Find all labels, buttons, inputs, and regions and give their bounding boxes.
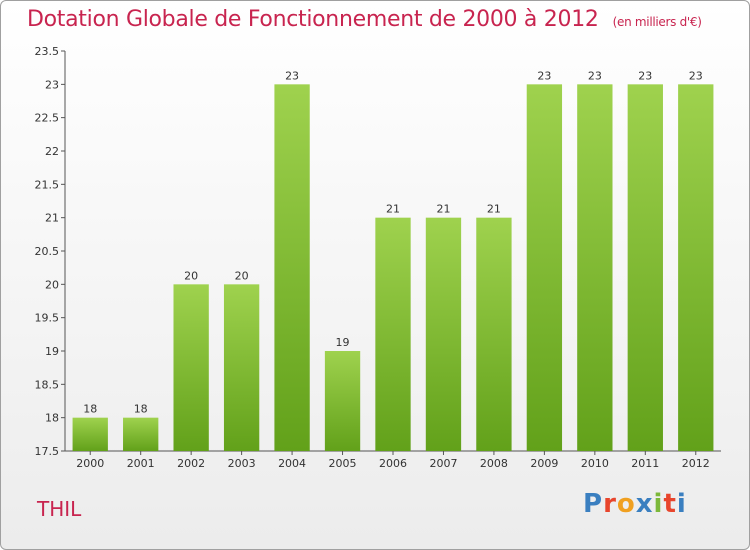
bar: [324, 351, 361, 451]
data-label: 23: [588, 69, 602, 82]
bar: [173, 284, 209, 451]
bar: [577, 84, 613, 451]
bar: [123, 417, 159, 451]
chart-subtitle: (en milliers d'€): [612, 15, 702, 29]
x-tick-label: 2012: [682, 457, 710, 470]
data-label: 21: [487, 203, 501, 216]
x-tick-label: 2005: [329, 457, 357, 470]
logo-letter: r: [603, 489, 617, 519]
y-tick-label: 19: [45, 345, 59, 358]
x-tick-label: 2001: [127, 457, 155, 470]
y-tick-label: 20: [45, 278, 59, 291]
bar: [375, 217, 411, 451]
chart-title: Dotation Globale de Fonctionnement de 20…: [27, 7, 702, 32]
bar: [223, 284, 260, 451]
data-label: 18: [83, 403, 97, 416]
x-tick-label: 2007: [429, 457, 457, 470]
bar: [425, 217, 462, 451]
y-tick-label: 19.5: [35, 312, 60, 325]
bar: [678, 84, 714, 451]
data-label: 20: [184, 269, 198, 282]
y-tick-label: 22: [45, 145, 59, 158]
proxiti-logo[interactable]: Proxiti: [583, 489, 687, 519]
data-labels: 18 18 20 20 23 19 21 21 21 23 23 23 23: [83, 69, 703, 415]
data-label: 18: [134, 403, 148, 416]
bar: [526, 84, 563, 451]
data-label: 23: [537, 69, 551, 82]
x-tick-label: 2004: [278, 457, 306, 470]
y-tick-label: 18: [45, 412, 59, 425]
x-tick-label: 2011: [631, 457, 659, 470]
logo-letter: o: [616, 489, 636, 519]
bar: [627, 84, 663, 451]
x-tick-label: 2002: [177, 457, 205, 470]
y-tick-label: 20.5: [35, 245, 60, 258]
data-label: 23: [638, 69, 652, 82]
data-label: 20: [235, 269, 249, 282]
x-tick-label: 2006: [379, 457, 407, 470]
x-tick-label: 2010: [581, 457, 609, 470]
chart-title-text: Dotation Globale de Fonctionnement de 20…: [27, 7, 599, 32]
bars: [72, 84, 714, 451]
y-tick-label: 18.5: [35, 378, 60, 391]
y-tick-label: 23: [45, 78, 59, 91]
logo-letter: P: [583, 489, 604, 519]
data-label: 23: [285, 69, 299, 82]
y-tick-label: 21: [45, 212, 59, 225]
data-label: 23: [689, 69, 703, 82]
bar: [476, 217, 512, 451]
x-tick-label: 2000: [76, 457, 104, 470]
x-tick-label: 2008: [480, 457, 508, 470]
logo-letter: i: [676, 489, 687, 519]
axes: 17.5 18 18.5 19 19.5 20 20.5 21 21.5 22 22.5 23 23.5…: [35, 45, 721, 470]
data-label: 21: [386, 203, 400, 216]
x-tick-label: 2003: [228, 457, 256, 470]
data-label: 21: [436, 203, 450, 216]
bar: [274, 84, 310, 451]
y-tick-label: 21.5: [35, 178, 60, 191]
y-tick-label: 17.5: [35, 445, 60, 458]
x-tick-label: 2009: [530, 457, 558, 470]
logo-letter: t: [663, 489, 677, 519]
bar: [72, 417, 108, 451]
y-tick-label: 23.5: [35, 45, 60, 58]
logo-letter: x: [635, 489, 654, 519]
commune-name: THIL: [37, 497, 82, 521]
logo-letter: i: [653, 489, 664, 519]
y-tick-label: 22.5: [35, 112, 60, 125]
data-label: 19: [336, 336, 350, 349]
